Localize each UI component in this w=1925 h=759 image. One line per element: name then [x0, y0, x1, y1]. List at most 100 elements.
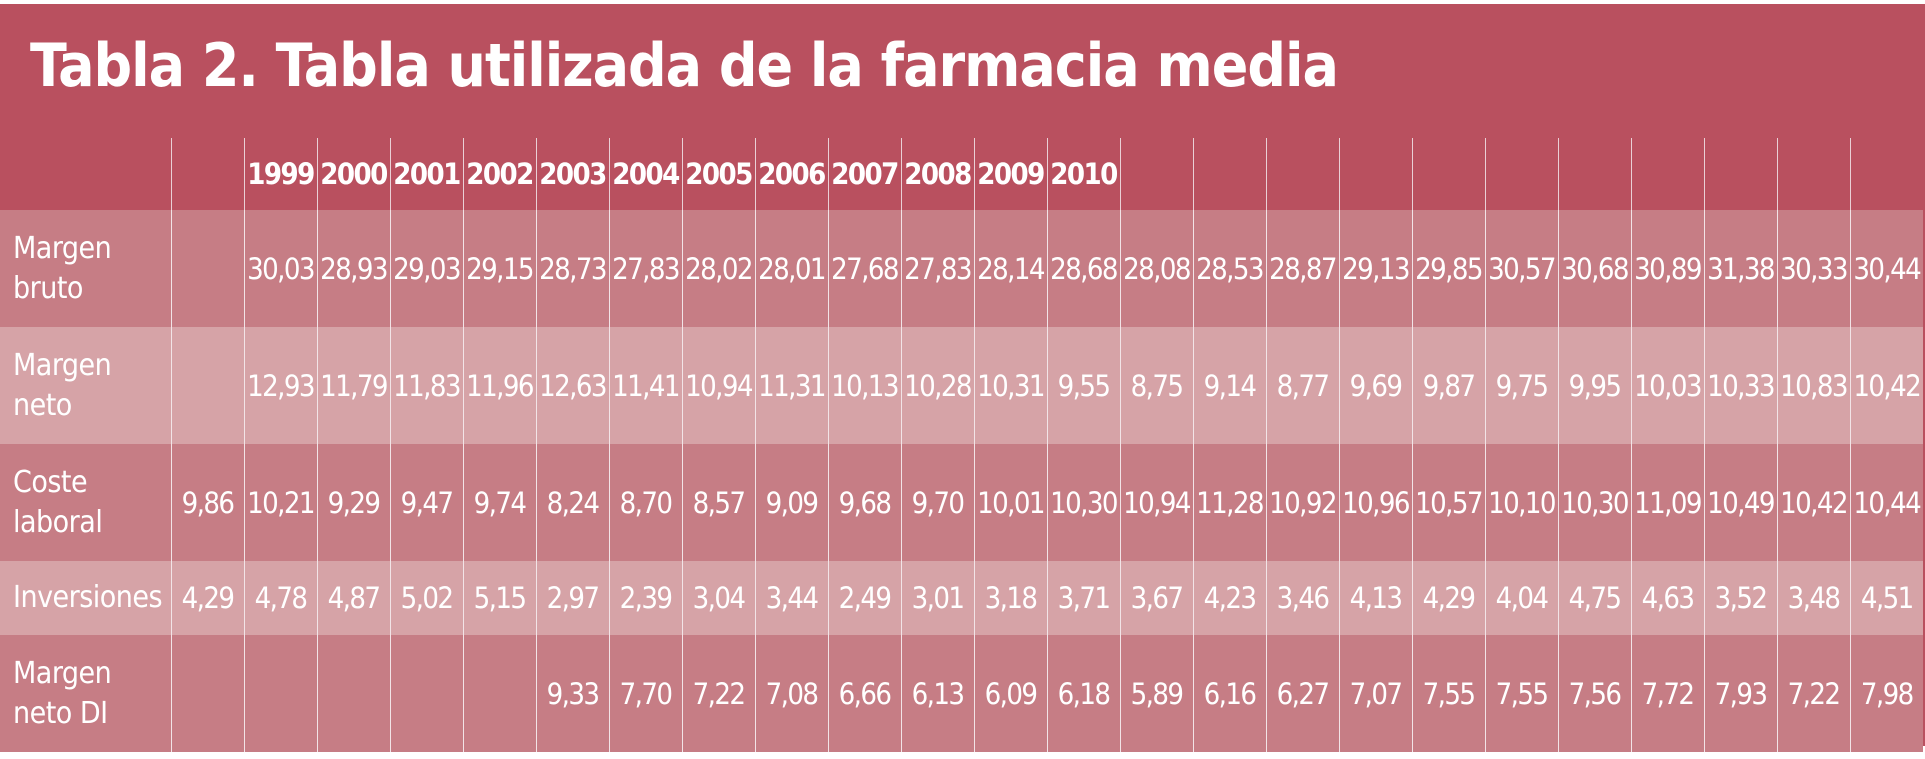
year-header: 2004: [608, 138, 682, 210]
table-cell: 4,63: [1630, 561, 1704, 635]
table-cell: 27,83: [608, 210, 682, 327]
table-cell: 28,08: [1119, 210, 1193, 327]
year-header: 2006: [754, 138, 828, 210]
table-cell: 10,30: [1046, 444, 1120, 561]
table-cell: 5,15: [462, 561, 536, 635]
table-cell: 9,68: [827, 444, 901, 561]
table-cell: 30,03: [243, 210, 317, 327]
table-cell: 11,31: [754, 327, 828, 444]
table-cell: 28,93: [316, 210, 390, 327]
table-cell: 9,69: [1338, 327, 1412, 444]
table-cell: 7,08: [754, 635, 828, 752]
table-cell: 28,01: [754, 210, 828, 327]
table-cell: [316, 635, 390, 752]
table-cell: 10,83: [1776, 327, 1850, 444]
table-cell: 7,56: [1557, 635, 1631, 752]
table-cell: 10,44: [1849, 444, 1923, 561]
table-cell: 7,98: [1849, 635, 1923, 752]
table-cell: 10,13: [827, 327, 901, 444]
table-cell: 7,72: [1630, 635, 1704, 752]
year-header: [1849, 138, 1923, 210]
table-cell: [170, 327, 244, 444]
year-header: [1776, 138, 1850, 210]
table-cell: 28,87: [1265, 210, 1339, 327]
table-cell: 10,31: [973, 327, 1047, 444]
table-cell: 29,15: [462, 210, 536, 327]
table-cell: 10,28: [900, 327, 974, 444]
table-cell: 11,09: [1630, 444, 1704, 561]
year-header: 2001: [389, 138, 463, 210]
row-label: Coste laboral: [0, 444, 171, 561]
table-cell: 28,53: [1192, 210, 1266, 327]
table-cell: 3,18: [973, 561, 1047, 635]
table-cell: 10,21: [243, 444, 317, 561]
table-cell: 11,28: [1192, 444, 1266, 561]
table-cell: 7,70: [608, 635, 682, 752]
table-cell: 3,44: [754, 561, 828, 635]
table-cell: 3,04: [681, 561, 755, 635]
table-row: Margen neto 12,93 11,79 11,83 11,96 12,63 11,4…: [0, 327, 1923, 444]
table-cell: 10,42: [1776, 444, 1850, 561]
table-cell: 9,87: [1411, 327, 1485, 444]
table-cell: 4,23: [1192, 561, 1266, 635]
table-cell: 10,33: [1703, 327, 1777, 444]
table-cell: 9,70: [900, 444, 974, 561]
year-header: [1119, 138, 1193, 210]
table-cell: 28,73: [535, 210, 609, 327]
table-cell: 10,03: [1630, 327, 1704, 444]
table-cell: 30,89: [1630, 210, 1704, 327]
table-cell: 9,75: [1484, 327, 1558, 444]
table-cell: 9,95: [1557, 327, 1631, 444]
row-label: Inversiones: [0, 561, 171, 635]
table-cell: 2,39: [608, 561, 682, 635]
table-cell: 29,03: [389, 210, 463, 327]
table-cell: 9,55: [1046, 327, 1120, 444]
table-cell: 10,30: [1557, 444, 1631, 561]
table-cell: 27,83: [900, 210, 974, 327]
table-cell: 7,07: [1338, 635, 1412, 752]
year-header: 1999: [243, 138, 317, 210]
table-cell: 7,22: [1776, 635, 1850, 752]
table-title: Tabla 2. Tabla utilizada de la farmacia …: [30, 31, 1339, 101]
table-row: Inversiones 4,29 4,78 4,87 5,02 5,15 2,97 2,39 3…: [0, 561, 1923, 635]
table-cell: [170, 635, 244, 752]
table-cell: 11,79: [316, 327, 390, 444]
table-cell: 8,24: [535, 444, 609, 561]
table-cell: 8,75: [1119, 327, 1193, 444]
table-cell: 4,13: [1338, 561, 1412, 635]
table-cell: 9,74: [462, 444, 536, 561]
table-cell: 2,97: [535, 561, 609, 635]
table-cell: 4,29: [170, 561, 244, 635]
year-header: [1484, 138, 1558, 210]
year-header: 2003: [535, 138, 609, 210]
table-cell: 28,68: [1046, 210, 1120, 327]
table-row: Margen bruto 30,03 28,93 29,03 29,15 28,73 27,…: [0, 210, 1923, 327]
table-cell: 28,02: [681, 210, 755, 327]
table-cell: 9,09: [754, 444, 828, 561]
table-cell: 9,29: [316, 444, 390, 561]
table-cell: 4,51: [1849, 561, 1923, 635]
table-cell: 5,02: [389, 561, 463, 635]
table-cell: 8,57: [681, 444, 755, 561]
data-table: 1999 2000 2001 2002 2003 2004 2005 2006 2007 2008…: [0, 138, 1923, 752]
year-header: [1411, 138, 1485, 210]
year-header: 2005: [681, 138, 755, 210]
table-cell: 10,94: [681, 327, 755, 444]
table-cell: 10,92: [1265, 444, 1339, 561]
table-cell: 4,04: [1484, 561, 1558, 635]
year-header: 2007: [827, 138, 901, 210]
table-cell: 30,33: [1776, 210, 1850, 327]
row-label: Margen bruto: [0, 210, 171, 327]
table-row: Coste laboral 9,86 10,21 9,29 9,47 9,74 8,24 8,…: [0, 444, 1923, 561]
table-cell: [243, 635, 317, 752]
year-header: [170, 138, 244, 210]
year-header: [1557, 138, 1631, 210]
table-cell: 12,63: [535, 327, 609, 444]
header-row: 1999 2000 2001 2002 2003 2004 2005 2006 2007 2008…: [0, 138, 1923, 210]
year-header: 2002: [462, 138, 536, 210]
table-cell: 7,22: [681, 635, 755, 752]
table-cell: 31,38: [1703, 210, 1777, 327]
table-cell: 30,57: [1484, 210, 1558, 327]
year-header: [1265, 138, 1339, 210]
table-cell: 6,16: [1192, 635, 1266, 752]
